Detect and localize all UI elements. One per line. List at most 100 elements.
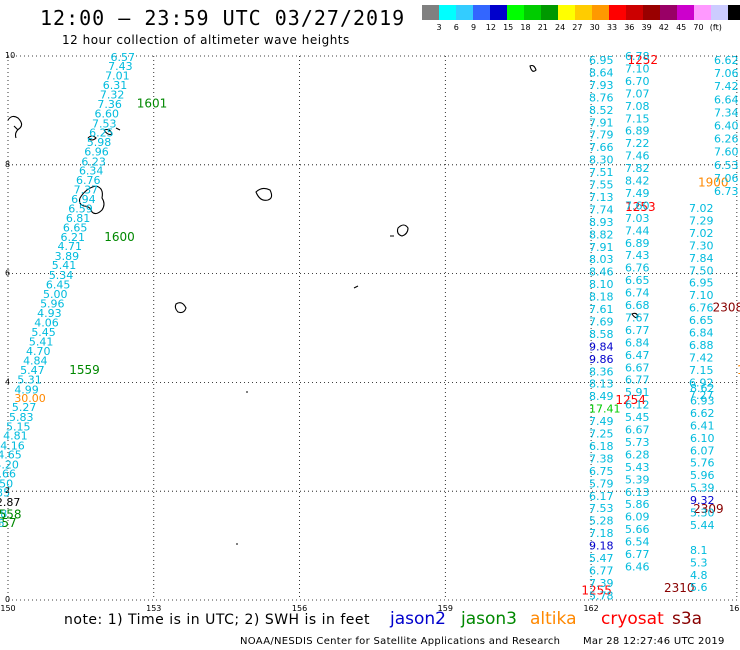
- data-point-label: 7.60: [625, 199, 650, 212]
- data-point-label: 2.87: [0, 496, 20, 509]
- time-label: 1601: [137, 97, 168, 111]
- data-point-label: 6.81: [66, 212, 91, 225]
- data-point-label: 5.73: [625, 436, 650, 449]
- scale-swatch: [677, 5, 694, 20]
- scale-swatch: [524, 5, 541, 20]
- time-label: 1252: [628, 53, 659, 67]
- data-point-label: 6.77: [625, 548, 650, 561]
- data-point-label: 4.8: [690, 569, 708, 582]
- scale-swatch: [728, 5, 740, 20]
- data-point-label: 6.65: [625, 274, 650, 287]
- data-point-label: 8.93: [589, 216, 614, 229]
- data-point-label: 6.89: [625, 125, 650, 138]
- data-point-label: 6.84: [625, 336, 650, 349]
- scale-swatch: [422, 5, 439, 20]
- data-point-label: 5.39: [625, 473, 650, 486]
- data-point-label: 8.18: [589, 291, 614, 304]
- data-point-label: 5.47: [589, 552, 614, 565]
- scale-swatch: [694, 5, 711, 20]
- data-point-label: 7.66: [589, 141, 614, 154]
- data-point-label: 4.16: [0, 439, 25, 452]
- time-label: 1558: [0, 507, 22, 521]
- time-label: 1557: [0, 516, 17, 530]
- scale-label: 6: [453, 23, 459, 32]
- data-point-label: 4.71: [58, 240, 83, 253]
- color-scale-bar: [422, 5, 740, 20]
- data-point-label: 6.62: [714, 54, 739, 67]
- data-point-label: 7.06: [714, 67, 739, 80]
- data-point-label: 8.36: [589, 365, 614, 378]
- scale-swatch: [473, 5, 490, 20]
- data-point-label: 8.49: [589, 390, 614, 403]
- data-point-label: 6.68: [625, 299, 650, 312]
- data-point-label: 7.49: [625, 187, 650, 200]
- data-point-label: 6.40: [714, 120, 739, 133]
- data-labels: 6.577.437.016.317.327.366.607.536.255.98…: [0, 50, 740, 602]
- data-point-label: 6.77: [589, 564, 614, 577]
- data-point-label: 6.21: [60, 231, 85, 244]
- data-point-label: 7.43: [625, 249, 650, 262]
- scale-swatch: [643, 5, 660, 20]
- data-point-label: 6.28: [625, 448, 650, 461]
- y-tick-label: 8: [5, 160, 10, 169]
- data-point-label: 6.93: [690, 394, 715, 407]
- data-point-label: 5.98: [87, 136, 112, 149]
- y-tick-label: 6: [5, 269, 10, 278]
- time-label: 2310: [664, 581, 695, 595]
- data-point-label: 7.38: [589, 452, 614, 465]
- scale-swatch: [507, 5, 524, 20]
- data-point-label: 6.77: [625, 324, 650, 337]
- data-point-label: 4.70: [26, 345, 51, 358]
- data-point-label: 9.18: [589, 540, 614, 553]
- data-point-label: 7.44: [625, 224, 650, 237]
- scale-label: 18: [520, 23, 531, 32]
- data-point-label: 6.88: [689, 339, 714, 352]
- data-point-label: 6.84: [689, 327, 714, 340]
- data-point-label: 5.91: [625, 386, 650, 399]
- data-point-label: 7.91: [589, 116, 614, 129]
- data-point-label: 7.61: [589, 303, 614, 316]
- data-point-label: 5.83: [9, 411, 34, 424]
- data-point-label: 8.03: [589, 253, 614, 266]
- data-point-label: 8.82: [589, 228, 614, 241]
- data-point-label: 5.76: [690, 457, 715, 470]
- data-point-label: 5.44: [690, 519, 715, 532]
- data-point-label: 7.06: [714, 172, 739, 185]
- time-label: 1900: [698, 176, 729, 190]
- scale-label: 36: [624, 23, 635, 32]
- x-tick-label: 150: [0, 604, 15, 613]
- data-point-label: 6.31: [103, 79, 128, 92]
- data-point-label: 5.45: [625, 411, 650, 424]
- data-point-label: 17.41: [589, 403, 621, 416]
- data-point-label: 4.20: [0, 458, 19, 471]
- data-point-label: 7.53: [589, 502, 614, 515]
- data-point-label: 6.73: [714, 185, 739, 198]
- y-tick-label: 4: [5, 377, 10, 386]
- data-point-label: 6.77: [625, 374, 650, 387]
- data-point-label: 4.50: [0, 477, 13, 490]
- time-label: 18: [737, 363, 740, 377]
- x-tick-label: 156: [292, 604, 307, 613]
- data-point-label: 7.82: [625, 162, 650, 175]
- axis-labels: 150 153 156 159 162 165 0 2 4 6 8 10: [0, 51, 740, 613]
- data-point-label: 7.50: [689, 264, 714, 277]
- data-point-label: 4.81: [3, 430, 28, 443]
- data-point-label: 5.66: [625, 523, 650, 536]
- scale-label: (ft): [709, 23, 722, 32]
- data-point-label: 7.43: [108, 60, 133, 73]
- data-point-label: 7.27: [689, 389, 714, 402]
- coastline-island: [390, 224, 409, 237]
- data-point-label: 6.53: [714, 159, 739, 172]
- scale-swatch: [456, 5, 473, 20]
- data-point-label: 7.91: [589, 241, 614, 254]
- y-tick-label: 10: [5, 51, 15, 60]
- data-point-label: 9.86: [589, 353, 614, 366]
- data-point-label: 7.01: [105, 69, 130, 82]
- scale-label: 70: [693, 23, 704, 32]
- data-point-label: 5.45: [31, 326, 56, 339]
- data-point-label: 6.59: [68, 203, 93, 216]
- data-point-label: 4.08: [0, 507, 7, 520]
- data-point-label: 5.15: [6, 420, 31, 433]
- data-point-label: 7.36: [97, 98, 122, 111]
